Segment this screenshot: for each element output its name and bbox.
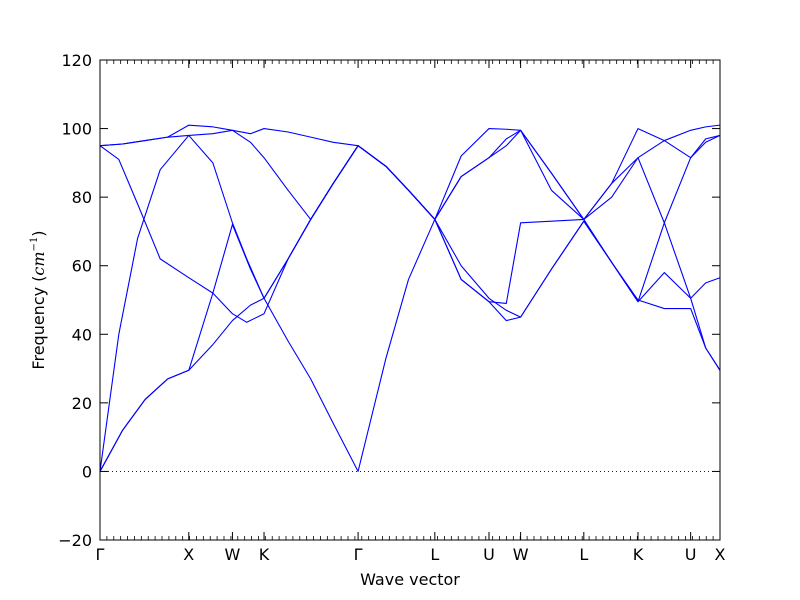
x-tick-label: X: [183, 545, 194, 564]
y-axis-label: Frequency (cm−1): [29, 230, 48, 369]
x-tick-label: W: [513, 545, 529, 564]
y-axis-label-unit: cm: [29, 251, 48, 275]
y-tick-group: −20 0 20 40 60 80 100 120: [58, 51, 720, 550]
y-tick-label: 80: [72, 188, 92, 207]
x-tick-label: U: [685, 545, 697, 564]
x-tick-label: U: [483, 545, 495, 564]
y-tick-label: −20: [58, 531, 92, 550]
y-axis-label-sup: −1: [29, 237, 40, 252]
x-tick-label: X: [715, 545, 726, 564]
y-tick-label: 100: [61, 120, 92, 139]
y-tick-label: 120: [61, 51, 92, 70]
y-axis-label-close: ): [29, 230, 48, 236]
y-tick-label: 0: [82, 462, 92, 481]
x-tick-label: L: [430, 545, 439, 564]
phonon-band-6: [99, 124, 721, 220]
y-tick-label: 40: [72, 325, 92, 344]
x-tick-label: Γ: [96, 545, 105, 564]
y-tick-label: 60: [72, 257, 92, 276]
y-axis-label-text: Frequency (: [29, 276, 48, 370]
x-tick-label: K: [633, 545, 644, 564]
x-tick-label: W: [225, 545, 241, 564]
x-tick-label: L: [579, 545, 588, 564]
x-axis-label: Wave vector: [360, 570, 460, 589]
x-tick-label: Γ: [354, 545, 363, 564]
y-tick-label: 20: [72, 394, 92, 413]
band-series-group: [99, 124, 721, 472]
x-tick-label: K: [259, 545, 270, 564]
